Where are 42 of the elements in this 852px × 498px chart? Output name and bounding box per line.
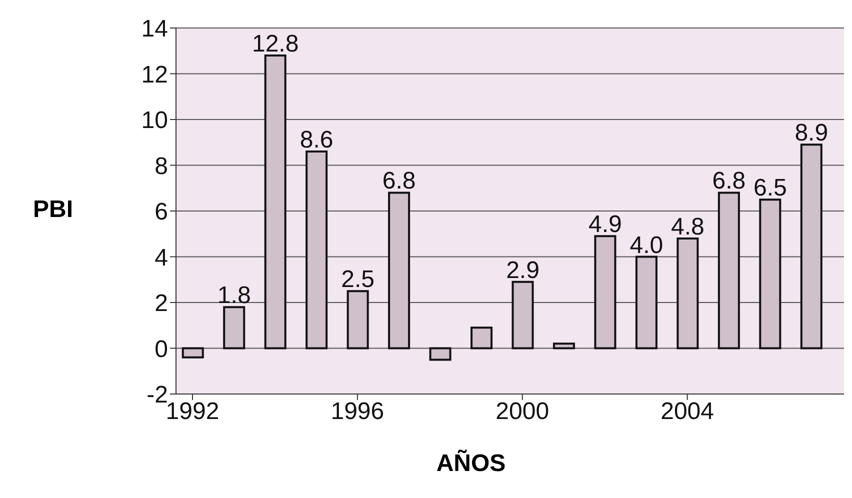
x-tick-label: 2004: [660, 398, 714, 426]
bar: [429, 347, 452, 361]
data-label: 2.9: [506, 256, 540, 284]
y-tick-label: 14: [141, 16, 168, 43]
y-tick-label: 0: [154, 336, 168, 363]
y-tick-label: 4: [154, 244, 168, 272]
x-tick-label: 1992: [166, 398, 220, 426]
bar: [306, 150, 328, 350]
bar: [470, 326, 493, 350]
bar: [635, 256, 658, 350]
y-axis-title: PBI: [32, 196, 74, 224]
data-label: 4.0: [630, 232, 664, 259]
bar: [223, 306, 246, 350]
x-tick-label: 1996: [330, 398, 384, 426]
y-tick-label: -2: [146, 382, 168, 409]
data-label: 12.8: [252, 30, 299, 58]
data-label: 8.6: [300, 126, 334, 154]
bar: [512, 280, 534, 350]
y-tick-label: 10: [141, 107, 168, 134]
bar: [552, 342, 575, 350]
bar: [759, 198, 782, 350]
data-label: 2.5: [341, 266, 374, 294]
bar: [346, 290, 369, 350]
y-tick-label: 6: [154, 198, 168, 226]
bar: [718, 192, 740, 350]
y-tick-label: 2: [154, 290, 168, 318]
bar: [388, 192, 410, 350]
bar: [800, 144, 822, 350]
data-label: 6.8: [382, 168, 416, 195]
data-label: 4.9: [588, 211, 622, 238]
data-label: 6.5: [753, 174, 787, 202]
bar: [594, 235, 616, 350]
data-label: 6.8: [712, 168, 746, 195]
data-label: 4.8: [671, 213, 704, 240]
x-tick-label: 2000: [496, 398, 550, 426]
bar: [264, 54, 286, 350]
y-tick-label: 12: [141, 61, 168, 88]
x-axis-title: AÑOS: [435, 450, 507, 478]
bar: [182, 347, 204, 358]
bar: [676, 237, 699, 350]
data-label: 8.9: [794, 120, 828, 147]
y-tick-label: 8: [154, 152, 168, 180]
